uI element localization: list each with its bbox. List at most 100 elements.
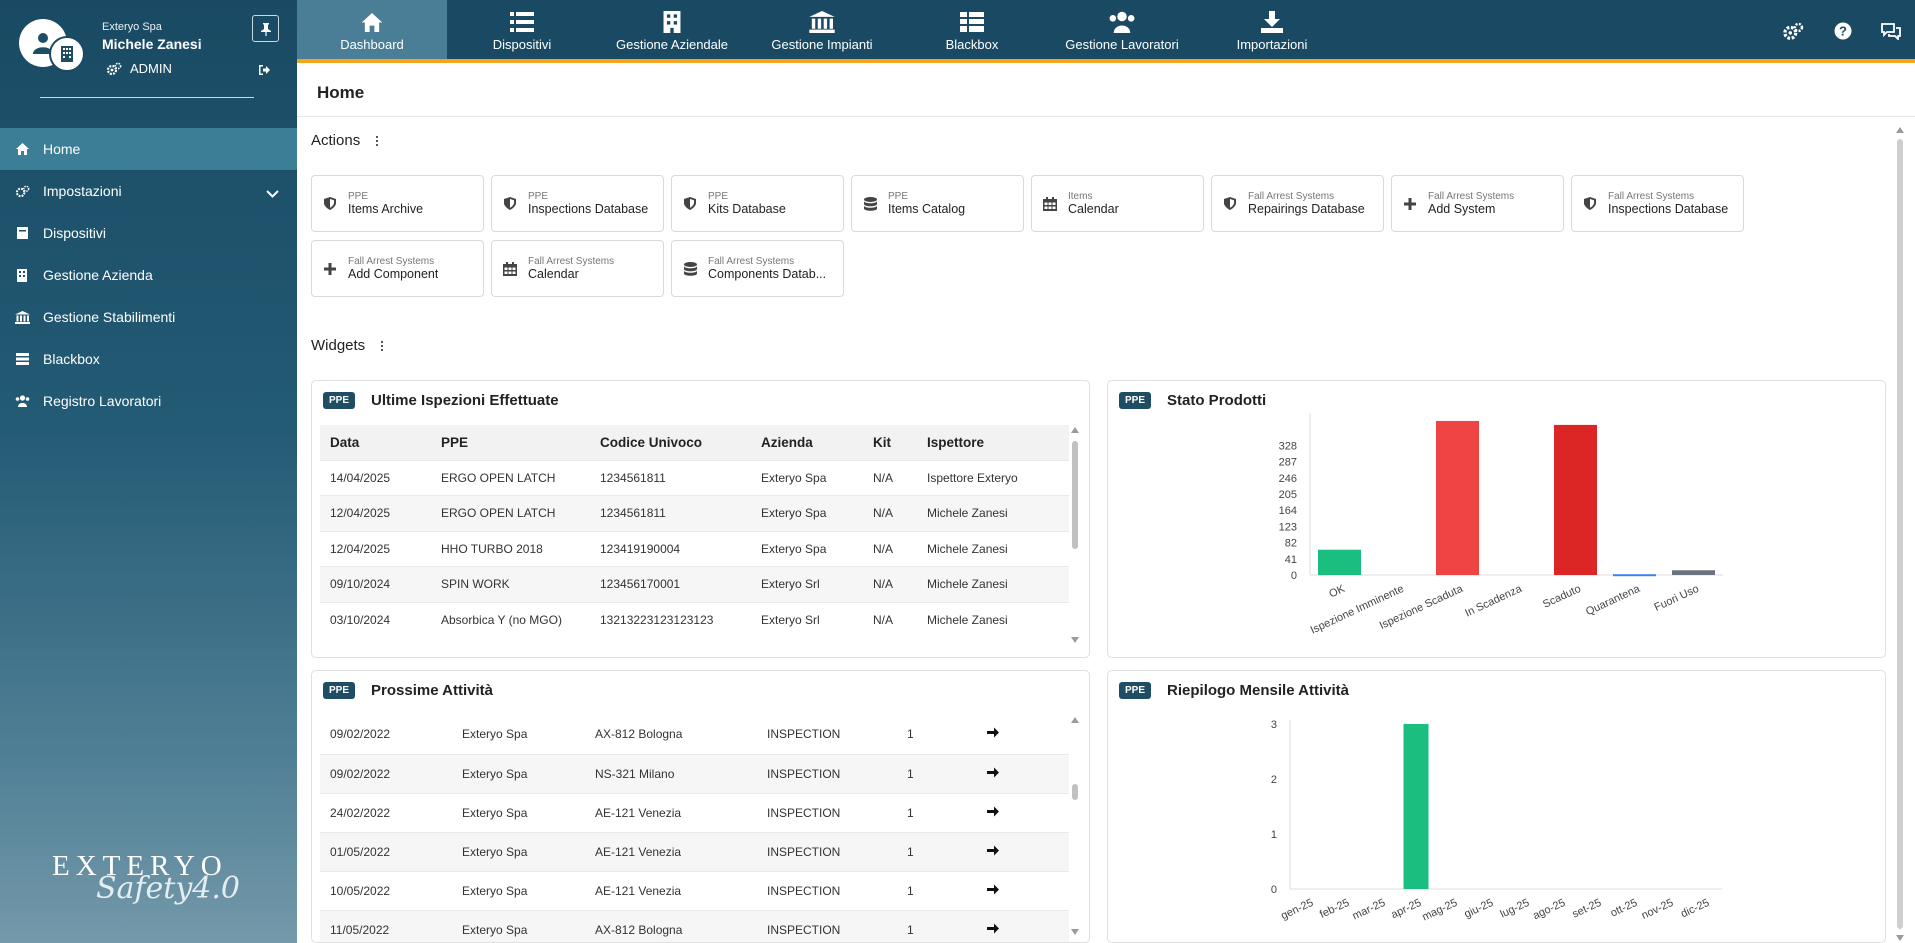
ppe-badge: PPE <box>1119 392 1152 409</box>
sidebar-item-label: Home <box>43 141 81 157</box>
open-activity-button[interactable] <box>977 792 1069 832</box>
column-header[interactable]: PPE <box>431 425 590 460</box>
x-tick-label: mar-25 <box>1351 897 1388 923</box>
tab-label: Gestione Aziendale <box>615 37 729 52</box>
action-add-component[interactable]: Fall Arrest Systems Add Component <box>311 240 484 297</box>
cell-type: INSPECTION <box>757 909 897 942</box>
tab-gestione-lavoratori[interactable]: Gestione Lavoratori <box>1047 0 1197 59</box>
sidebar-item-label: Blackbox <box>43 351 100 367</box>
action-fas-inspections-database[interactable]: Fall Arrest Systems Inspections Database <box>1571 175 1744 232</box>
open-activity-button[interactable] <box>977 831 1069 871</box>
table-row[interactable]: 24/02/2022 Exteryo Spa AE-121 Venezia IN… <box>320 792 1069 832</box>
main-content: Home Actions PPE Items Archive PPE Inspect… <box>297 63 1915 943</box>
cell-company: Exteryo Spa <box>462 727 528 742</box>
open-activity-button[interactable] <box>977 753 1069 793</box>
action-fas-calendar[interactable]: Fall Arrest Systems Calendar <box>491 240 664 297</box>
tab-importazioni[interactable]: Importazioni <box>1197 0 1347 59</box>
tab-dashboard[interactable]: Dashboard <box>297 0 447 59</box>
page-scrollbar[interactable] <box>1894 125 1906 943</box>
cell-company: Exteryo Spa <box>452 909 585 942</box>
sidebar-item-blackbox[interactable]: Blackbox <box>0 338 297 380</box>
inspections-scrollbar[interactable] <box>1069 425 1081 645</box>
tab-gestione-aziendale[interactable]: Gestione Aziendale <box>597 0 747 59</box>
cell-count: 1 <box>897 909 977 942</box>
table-row[interactable]: 11/05/2022 Exteryo Spa AX-812 Bologna IN… <box>320 909 1069 942</box>
home-icon <box>15 143 29 155</box>
action-category: Fall Arrest Systems <box>1428 190 1515 202</box>
widget-title: Ultime Ispezioni Effettuate <box>371 392 559 409</box>
table-row[interactable]: 09/10/2024 SPIN WORK 123456170001 Extery… <box>320 566 1069 602</box>
cell-company: Exteryo Srl <box>751 566 863 602</box>
sidebar-item-impostazioni[interactable]: Impostazioni <box>0 170 297 212</box>
action-kits-database[interactable]: PPE Kits Database <box>671 175 844 232</box>
actions-menu-icon[interactable] <box>376 135 379 146</box>
action-items-catalog[interactable]: PPE Items Catalog <box>851 175 1024 232</box>
open-activity-button[interactable] <box>977 715 1069 754</box>
action-inspections-database[interactable]: PPE Inspections Database <box>491 175 664 232</box>
chat-button[interactable] <box>1880 20 1902 42</box>
y-tick-label: 0 <box>1291 570 1297 582</box>
home-icon <box>361 12 383 32</box>
bank-icon <box>14 310 30 324</box>
activities-scrollbar[interactable] <box>1069 715 1081 937</box>
cell-type: INSPECTION <box>757 792 897 832</box>
help-button[interactable]: ? <box>1832 20 1854 42</box>
table-row[interactable]: 12/04/2025 HHO TURBO 2018 123419190004 E… <box>320 530 1069 567</box>
open-activity-button[interactable] <box>977 909 1069 942</box>
sidebar-item-gestione-stabilimenti[interactable]: Gestione Stabilimenti <box>0 296 297 338</box>
settings-button[interactable] <box>1782 20 1804 42</box>
cell-plant: NS-321 Milano <box>585 753 757 793</box>
cell-date: 14/04/2025 <box>320 459 431 496</box>
sidebar-item-registro-lavoratori[interactable]: Registro Lavoratori <box>0 380 297 422</box>
chat-icon <box>1881 23 1901 40</box>
x-tick-label: Scaduto <box>1541 583 1583 611</box>
pin-sidebar-button[interactable] <box>252 15 279 42</box>
cell-company: Exteryo Spa <box>452 753 585 793</box>
top-nav: Dashboard Dispositivi Gestione Aziendale… <box>297 0 1915 63</box>
table-row[interactable]: 01/05/2022 Exteryo Spa AE-121 Venezia IN… <box>320 831 1069 871</box>
database-icon <box>863 196 877 211</box>
widgets-menu-icon[interactable] <box>381 340 384 351</box>
action-components-database[interactable]: Fall Arrest Systems Components Datab... <box>671 240 844 297</box>
table-row[interactable]: 09/02/2022 Exteryo Spa NS-321 Milano INS… <box>320 753 1069 793</box>
cell-company: Exteryo Spa <box>751 495 863 531</box>
open-activity-button[interactable] <box>977 870 1069 910</box>
table-row[interactable]: 10/05/2022 Exteryo Spa AE-121 Venezia IN… <box>320 870 1069 910</box>
logout-button[interactable] <box>258 63 271 81</box>
tab-dispositivi[interactable]: Dispositivi <box>447 0 597 59</box>
tab-blackbox[interactable]: Blackbox <box>897 0 1047 59</box>
table-row[interactable]: 12/04/2025 ERGO OPEN LATCH 1234561811 Ex… <box>320 495 1069 531</box>
action-category: Fall Arrest Systems <box>1248 190 1335 202</box>
activities-table: 09/02/2022 Exteryo Spa AX-812 Bologna IN… <box>320 715 1069 942</box>
title-divider <box>297 116 1915 117</box>
sidebar-item-gestione-azienda[interactable]: Gestione Azienda <box>0 254 297 296</box>
cell-ppe: Absorbica Y (no MGO) <box>431 601 590 638</box>
shield-icon <box>504 197 516 210</box>
action-category: Fall Arrest Systems <box>528 255 615 267</box>
action-items-archive[interactable]: PPE Items Archive <box>311 175 484 232</box>
action-add-system[interactable]: Fall Arrest Systems Add System <box>1391 175 1564 232</box>
brand-logo: EXTERYO Safety4.0 <box>52 850 240 906</box>
column-header[interactable]: Data <box>320 425 431 460</box>
sidebar-item-dispositivi[interactable]: Dispositivi <box>0 212 297 254</box>
column-header[interactable]: Codice Univoco <box>590 425 751 460</box>
table-row[interactable]: 14/04/2025 ERGO OPEN LATCH 1234561811 Ex… <box>320 459 1069 496</box>
column-header[interactable]: Azienda <box>751 425 863 460</box>
sidebar-item-home[interactable]: Home <box>0 128 297 170</box>
table-row[interactable]: 09/02/2022 Exteryo Spa AX-812 Bologna IN… <box>320 715 1069 754</box>
tab-gestione-impianti[interactable]: Gestione Impianti <box>747 0 897 59</box>
column-header[interactable]: Ispettore <box>917 425 1069 460</box>
table-row[interactable]: 03/10/2024 Absorbica Y (no MGO) 13213223… <box>320 601 1069 638</box>
inspections-table: Data PPE Codice Univoco Azienda Kit Ispe… <box>320 425 1069 638</box>
sidebar-item-label: Registro Lavoratori <box>43 393 162 409</box>
brand-tagline: Safety4.0 <box>96 871 241 906</box>
action-repairings-database[interactable]: Fall Arrest Systems Repairings Database <box>1211 175 1384 232</box>
users-icon <box>15 395 29 407</box>
x-tick-label: mag-25 <box>1420 897 1459 924</box>
action-label: Items Catalog <box>888 201 966 216</box>
user-profile: Exteryo Spa Michele Zanesi ADMIN <box>0 0 297 128</box>
shield-icon <box>324 197 336 210</box>
cell-plant: AE-121 Venezia <box>585 870 757 910</box>
column-header[interactable]: Kit <box>863 425 917 460</box>
action-items-calendar[interactable]: Items Calendar <box>1031 175 1204 232</box>
